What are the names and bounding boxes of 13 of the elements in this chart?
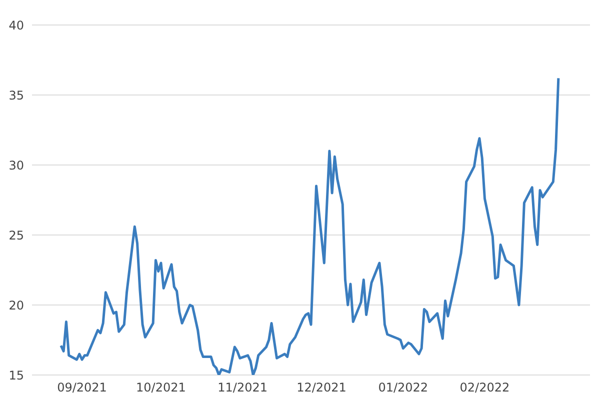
x-tick-label: 09/2021 [57, 380, 107, 395]
y-tick-label: 15 [8, 368, 24, 382]
y-tick-label: 25 [8, 228, 24, 242]
x-tick-label: 11/2021 [218, 380, 268, 395]
y-tick-label: 35 [8, 88, 24, 102]
y-tick-label: 30 [8, 158, 24, 172]
y-tick-label: 20 [8, 298, 24, 312]
x-tick-label: 10/2021 [136, 380, 186, 395]
y-tick-label: 40 [8, 18, 24, 32]
line-series [60, 76, 560, 375]
x-tick-label: 12/2021 [296, 380, 346, 395]
x-tick-label: 02/2022 [460, 380, 510, 395]
x-tick-label: 01/2022 [378, 380, 428, 395]
